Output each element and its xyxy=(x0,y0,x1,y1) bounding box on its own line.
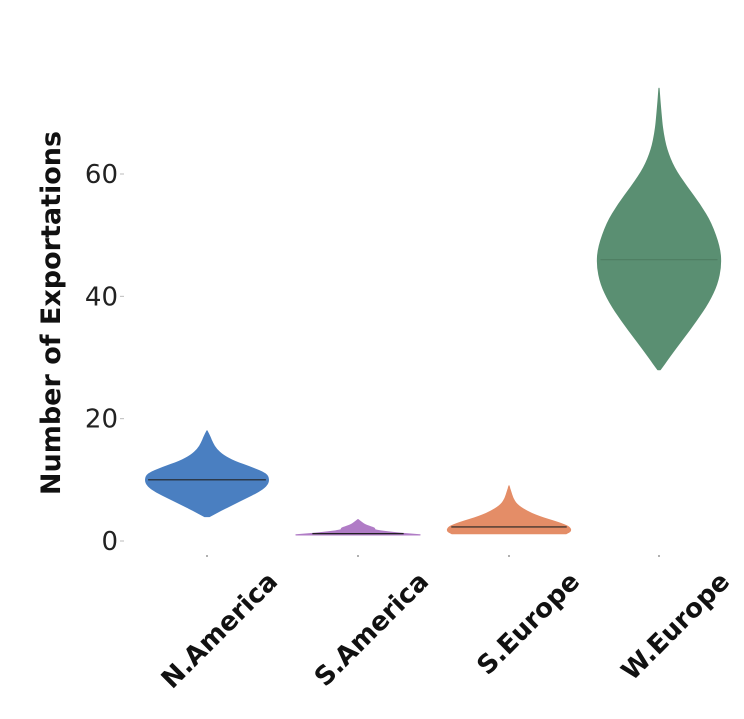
x-tick-mark-s-europe xyxy=(508,555,510,557)
x-tick-label-s-europe: S.Europe xyxy=(472,567,586,681)
y-tick-label-60: 60 xyxy=(85,160,118,190)
violin-s-america xyxy=(295,519,421,536)
y-tick-label-40: 40 xyxy=(85,282,118,312)
x-axis: N.America S.America S.Europe W.Europe xyxy=(156,555,736,695)
x-tick-mark-s-america xyxy=(357,555,359,557)
violin-s-europe xyxy=(446,485,572,535)
x-tick-label-n-america: N.America xyxy=(156,567,284,695)
y-axis-label: Number of Exportations xyxy=(36,131,67,495)
x-tick-label-s-america: S.America xyxy=(309,567,435,693)
y-axis: 0 20 40 60 xyxy=(85,160,124,557)
y-tick-label-20: 20 xyxy=(85,405,118,435)
violin-w-europe xyxy=(596,87,722,371)
violin-n-america xyxy=(145,430,269,518)
plot-area xyxy=(145,87,722,536)
x-tick-label-w-europe: W.Europe xyxy=(616,567,736,687)
y-tick-label-0: 0 xyxy=(101,527,118,557)
x-tick-mark-w-europe xyxy=(658,555,660,557)
x-tick-mark-n-america xyxy=(206,555,208,557)
